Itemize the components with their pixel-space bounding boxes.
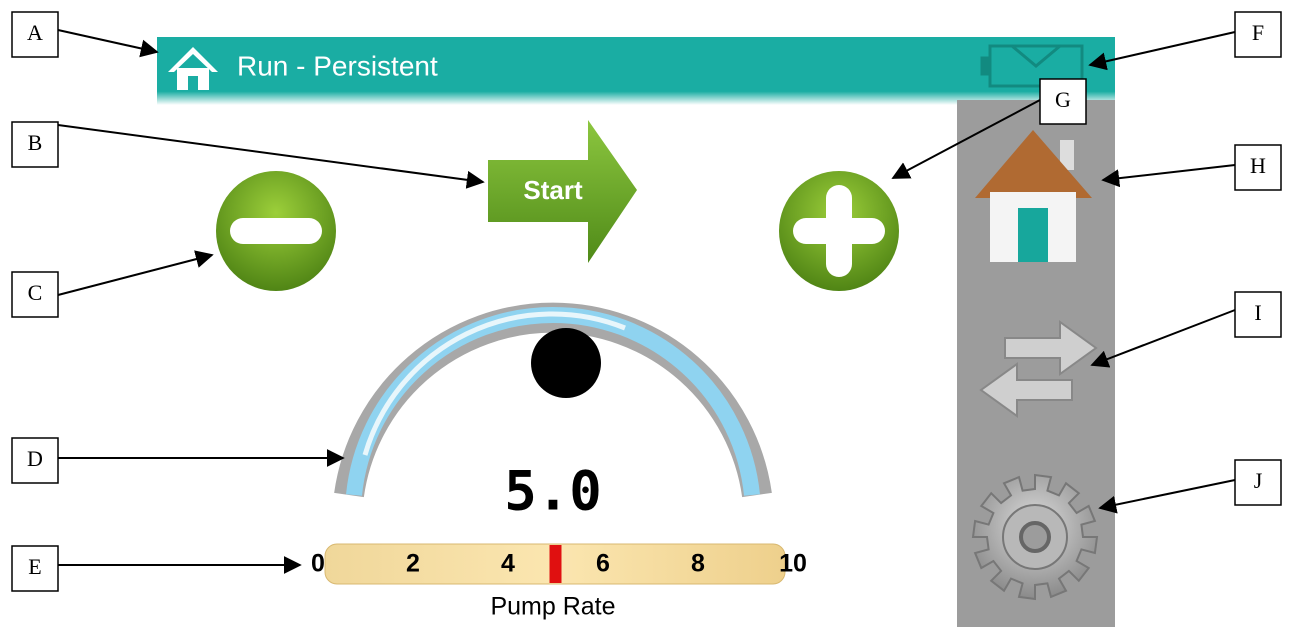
scale-tick-label: 10: [779, 550, 807, 578]
scale-tick-label: 8: [691, 550, 705, 578]
callout-letter: G: [1055, 87, 1071, 112]
callout-arrow: [1100, 480, 1235, 508]
settings-button[interactable]: [973, 475, 1097, 599]
callout-letter: J: [1254, 468, 1263, 493]
scale-tick-label: 0: [311, 550, 325, 578]
callout-letter: H: [1250, 153, 1266, 178]
header-title: Run - Persistent: [237, 50, 438, 81]
plus-button[interactable]: [779, 171, 899, 291]
start-label: Start: [523, 175, 583, 205]
callout-arrow: [1103, 165, 1235, 180]
scale-tick-label: 4: [501, 550, 515, 578]
screen: Run - Persistent Start: [0, 0, 1289, 627]
scale-tick-label: 6: [596, 550, 610, 578]
callout-letter: B: [28, 130, 43, 155]
rate-value: 5.0: [504, 460, 602, 523]
callout-letter: I: [1254, 300, 1261, 325]
scale-label: Pump Rate: [490, 593, 615, 621]
minus-button[interactable]: [216, 171, 336, 291]
start-button[interactable]: Start: [488, 120, 637, 263]
callout-arrow: [58, 30, 157, 52]
callout-letter: F: [1252, 20, 1264, 45]
callout-letter: E: [28, 554, 41, 579]
scale-tick-label: 2: [406, 550, 420, 578]
scale-marker: [550, 545, 562, 583]
callout-arrow: [58, 255, 212, 295]
callout-letter: A: [27, 20, 43, 45]
callout-letter: D: [27, 446, 43, 471]
callout-letter: C: [28, 280, 43, 305]
